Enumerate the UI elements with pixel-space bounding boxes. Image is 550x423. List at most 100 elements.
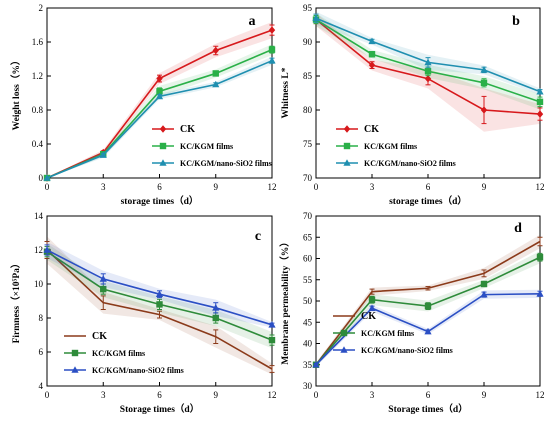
y-axis-title: Whitness L* xyxy=(281,67,291,118)
legend-label: KC/KGM/nano-SiO2 films xyxy=(92,366,184,375)
data-point xyxy=(268,26,276,34)
y-tick-label: 65 xyxy=(303,232,313,242)
x-axis-title: Storage times（d） xyxy=(120,403,199,415)
series-kc-kgm-nano-sio2-films xyxy=(312,11,544,95)
data-point xyxy=(480,66,488,73)
legend-marker xyxy=(343,142,351,150)
legend: CK KC/KGM films KC/KGM/nano-SiO2 films xyxy=(336,124,456,168)
y-tick-label: 40 xyxy=(303,339,313,349)
data-point xyxy=(156,88,163,95)
x-tick-label: 12 xyxy=(268,182,277,192)
series-error-band xyxy=(47,21,272,178)
chart-panel-d: 30 35 40 45 50 55 60 65 70 0 3 6 9 12 Storage times（d）… xyxy=(279,211,545,415)
x-tick-label: 0 xyxy=(45,182,50,192)
legend-marker xyxy=(159,142,167,150)
x-tick-label: 0 xyxy=(314,390,319,400)
y-tick-label: 30 xyxy=(303,381,313,391)
x-tick-label: 12 xyxy=(536,390,545,400)
legend-label: KC/KGM films xyxy=(361,329,414,338)
y-tick-label: 12 xyxy=(34,245,43,255)
y-tick-label: 0 xyxy=(39,173,44,183)
x-tick-label: 6 xyxy=(157,390,162,400)
legend: CK KC/KGM films KC/KGM/nano-SiO2 films xyxy=(333,311,453,355)
data-point xyxy=(100,285,107,293)
y-tick-label: 0.4 xyxy=(32,139,44,149)
x-tick-label: 0 xyxy=(45,390,50,400)
series-ck xyxy=(43,21,276,182)
data-point xyxy=(424,74,432,83)
legend-label: KC/KGM films xyxy=(92,349,145,358)
y-axis-title: Firmness（×10⁵Pa） xyxy=(10,259,22,344)
data-point xyxy=(156,74,163,83)
data-point xyxy=(536,289,544,297)
y-tick-label: 60 xyxy=(303,254,313,264)
y-tick-label: 90 xyxy=(303,37,313,47)
legend-marker xyxy=(340,346,348,353)
data-point xyxy=(212,304,220,311)
legend-marker xyxy=(343,125,351,133)
legend-label: KC/KGM/nano-SiO2 films xyxy=(364,159,456,168)
panel-letter: a xyxy=(249,14,256,29)
legend-marker xyxy=(71,349,79,357)
legend-marker xyxy=(71,366,79,373)
data-point xyxy=(536,254,544,261)
data-point xyxy=(212,70,219,77)
panel-letter: d xyxy=(514,221,522,236)
legend-label: CK xyxy=(180,124,195,135)
y-tick-label: 85 xyxy=(303,71,313,81)
y-tick-label: 35 xyxy=(303,360,313,370)
data-point xyxy=(536,98,544,106)
legend-label: CK xyxy=(364,124,379,135)
legend-label: KC/KGM/nano-SiO2 films xyxy=(361,346,453,355)
x-axis-title: Storage times（d） xyxy=(388,403,467,415)
y-tick-label: 75 xyxy=(303,139,313,149)
data-point xyxy=(268,321,276,328)
series-error-band xyxy=(47,44,272,179)
chart-panel-c: 4 6 8 10 12 14 0 3 6 9 12 Storage times（d） Firmness（… xyxy=(10,211,277,415)
data-point xyxy=(212,80,220,88)
y-axis-title: Membrane permeability（%） xyxy=(279,237,291,364)
x-tick-label: 6 xyxy=(426,182,431,192)
data-point xyxy=(480,79,488,86)
x-tick-label: 9 xyxy=(214,182,219,192)
x-axis-title: storage times（d） xyxy=(389,195,467,207)
y-tick-label: 14 xyxy=(34,211,44,221)
y-tick-label: 95 xyxy=(303,3,313,13)
x-tick-label: 12 xyxy=(268,390,277,400)
legend-marker xyxy=(159,159,167,166)
legend-marker xyxy=(159,125,167,133)
data-point xyxy=(212,46,219,55)
legend-label: CK xyxy=(92,331,107,342)
data-point xyxy=(368,304,376,312)
legend-label: KC/KGM films xyxy=(364,142,417,151)
panel-letter: b xyxy=(512,14,520,29)
x-tick-label: 3 xyxy=(370,182,375,192)
data-point xyxy=(43,246,51,253)
data-point xyxy=(424,68,432,75)
legend: CK KC/KGM films KC/KGM/nano-SiO2 films xyxy=(152,124,272,168)
panel-letter: c xyxy=(255,229,261,244)
legend-label: KC/KGM/nano-SiO2 films xyxy=(180,159,272,168)
data-point xyxy=(212,314,219,322)
data-point xyxy=(155,92,164,100)
data-point xyxy=(424,58,432,66)
legend-marker xyxy=(340,329,348,337)
legend-label: CK xyxy=(361,311,376,322)
y-tick-label: 0.8 xyxy=(32,105,44,115)
x-axis-title: storage times（d） xyxy=(121,195,199,207)
data-point xyxy=(312,14,320,21)
data-point xyxy=(312,360,320,368)
chart-panel-a: 0 0.4 0.8 1.2 1.6 2 0 3 6 9 12 storage times（d） Weig… xyxy=(10,3,277,207)
series-kc-kgm-nano-sio2-films xyxy=(43,56,276,181)
y-tick-label: 1.6 xyxy=(32,37,44,47)
y-tick-label: 1.2 xyxy=(32,71,43,81)
data-point xyxy=(268,46,276,53)
y-tick-label: 45 xyxy=(303,317,313,327)
y-tick-label: 6 xyxy=(39,347,44,357)
data-point xyxy=(536,110,544,118)
y-tick-label: 2 xyxy=(39,3,44,13)
data-point xyxy=(480,290,488,298)
data-point xyxy=(155,290,164,297)
series-kc-kgm-nano-sio2-films xyxy=(43,241,276,328)
